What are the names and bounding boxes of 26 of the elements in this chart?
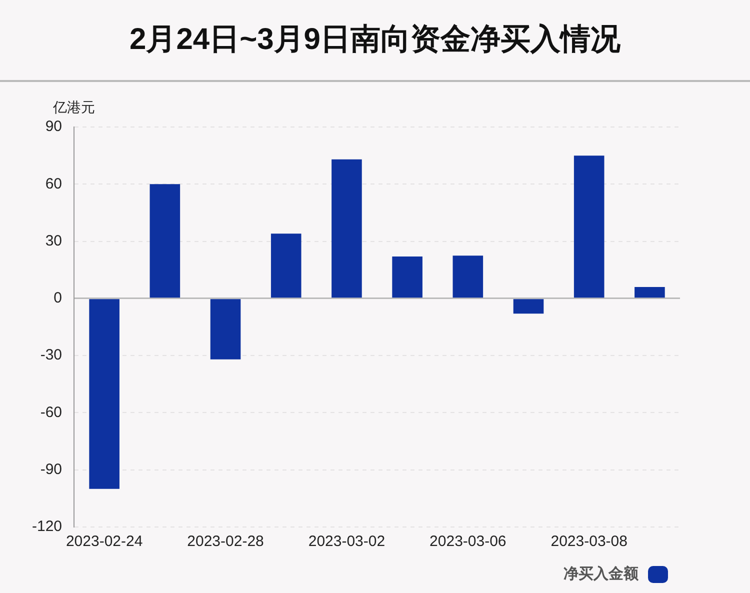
bar [392,256,422,298]
y-tick-label: -60 [40,404,62,421]
y-tick-label: 0 [54,290,62,307]
y-tick-label: 30 [45,232,62,250]
x-tick-label: 2023-03-06 [430,533,506,550]
legend-label: 净买入金额 [564,564,640,583]
bar [89,299,120,489]
x-tick-label: 2023-03-08 [550,533,628,550]
y-tick-label: -30 [40,346,62,364]
y-tick-label: -120 [32,518,62,536]
x-tick-label: 2023-03-02 [308,533,386,550]
x-tick-label: 2023-02-28 [187,533,264,550]
bar [634,287,665,298]
bar [513,299,544,314]
bar [332,159,362,298]
x-tick-label: 2023-02-24 [66,533,143,550]
bar [574,156,604,298]
bar [150,184,180,298]
y-axis-title: 亿港元 [52,98,96,115]
y-tick-label: 60 [45,175,62,192]
y-tick-label: -90 [40,461,62,478]
bar [210,299,241,360]
chart-title: 2月24日~3月9日南向资金净买入情况 [0,0,750,82]
bar [452,256,484,298]
bar [270,234,302,298]
y-tick-label: 90 [45,118,62,136]
